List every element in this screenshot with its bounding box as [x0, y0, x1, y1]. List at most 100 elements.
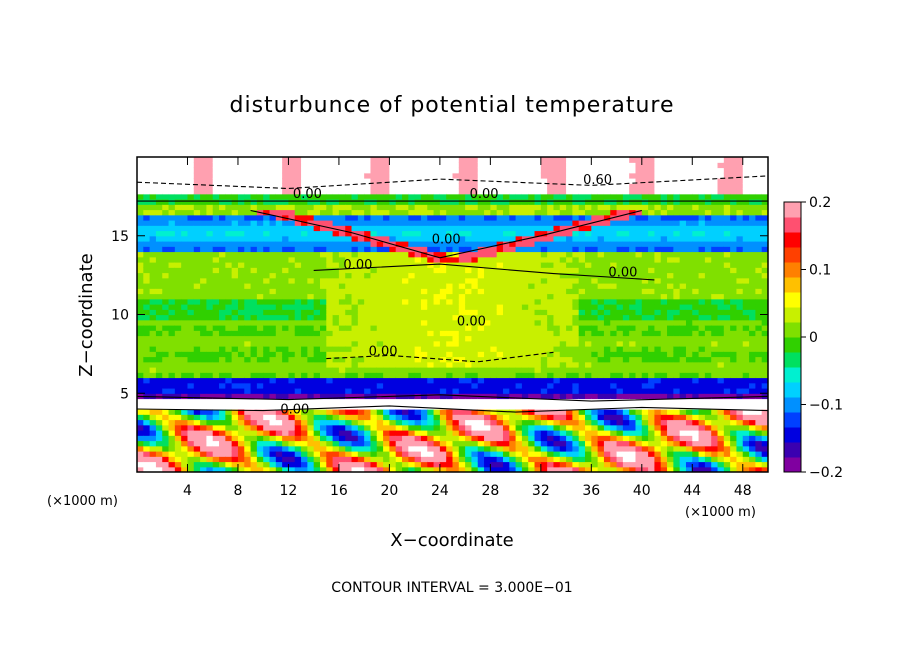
- field-cell: [288, 367, 296, 373]
- field-cell: [370, 388, 378, 394]
- field-cell: [654, 188, 662, 195]
- field-cell: [648, 419, 656, 426]
- field-cell: [351, 256, 359, 263]
- field-cell: [357, 466, 365, 472]
- field-cell: [648, 361, 656, 368]
- field-cell: [231, 414, 239, 421]
- field-cell: [654, 325, 662, 331]
- field-cell: [288, 340, 296, 347]
- field-cell: [168, 183, 176, 190]
- field-cell: [357, 183, 365, 190]
- field-cell: [591, 388, 599, 394]
- field-cell: [471, 220, 479, 226]
- field-cell: [301, 157, 308, 163]
- field-cell: [566, 230, 573, 237]
- field-cell: [357, 283, 365, 289]
- field-cell: [521, 220, 529, 226]
- field-cell: [433, 209, 441, 216]
- field-cell: [307, 214, 315, 221]
- field-cell: [622, 277, 630, 284]
- field-cell: [155, 319, 163, 326]
- field-cell: [622, 461, 630, 468]
- field-cell: [231, 440, 239, 447]
- field-cell: [275, 246, 283, 253]
- field-cell: [383, 193, 390, 200]
- field-cell: [149, 325, 157, 331]
- field-cell: [414, 388, 422, 394]
- field-cell: [307, 277, 315, 284]
- field-cell: [578, 440, 586, 447]
- field-cell: [313, 230, 321, 237]
- field-cell: [465, 235, 473, 242]
- field-cell: [458, 456, 466, 463]
- field-cell: [547, 251, 555, 258]
- field-cell: [301, 162, 308, 169]
- field-cell: [269, 382, 277, 389]
- field-cell: [219, 461, 226, 468]
- field-cell: [250, 293, 258, 300]
- field-cell: [458, 188, 466, 195]
- field-cell: [578, 361, 586, 368]
- field-cell: [572, 435, 580, 442]
- field-cell: [288, 304, 296, 310]
- field-cell: [420, 314, 428, 321]
- field-cell: [402, 367, 409, 373]
- field-cell: [509, 440, 517, 447]
- field-cell: [313, 220, 321, 226]
- field-cell: [408, 388, 416, 394]
- field-cell: [193, 403, 201, 410]
- field-cell: [591, 419, 599, 426]
- field-cell: [458, 178, 466, 184]
- field-cell: [225, 445, 233, 452]
- field-cell: [408, 356, 416, 363]
- field-cell: [439, 157, 447, 163]
- field-cell: [263, 157, 271, 163]
- field-cell: [338, 167, 346, 174]
- field-cell: [244, 409, 252, 415]
- field-cell: [408, 430, 416, 436]
- field-cell: [414, 293, 422, 300]
- field-cell: [137, 267, 144, 274]
- field-cell: [509, 183, 517, 190]
- field-cell: [294, 445, 302, 452]
- field-cell: [307, 356, 315, 363]
- field-cell: [338, 377, 346, 384]
- field-cell: [585, 167, 592, 174]
- field-cell: [212, 398, 220, 405]
- field-cell: [338, 314, 346, 321]
- field-cell: [534, 283, 542, 289]
- field-cell: [521, 298, 529, 305]
- field-cell: [149, 393, 157, 400]
- field-cell: [547, 272, 555, 279]
- field-cell: [603, 209, 611, 216]
- field-cell: [376, 246, 384, 253]
- field-cell: [225, 335, 233, 342]
- field-cell: [231, 409, 239, 415]
- field-cell: [585, 277, 592, 284]
- field-cell: [200, 335, 208, 342]
- field-cell: [269, 230, 277, 237]
- field-cell: [395, 225, 403, 232]
- field-cell: [162, 330, 170, 337]
- field-cell: [225, 340, 233, 347]
- field-cell: [231, 377, 239, 384]
- field-cell: [496, 214, 504, 221]
- field-cell: [414, 188, 422, 195]
- field-cell: [547, 351, 555, 358]
- field-cell: [534, 214, 542, 221]
- field-cell: [490, 251, 498, 258]
- field-cell: [137, 288, 144, 295]
- field-cell: [200, 157, 208, 163]
- field-cell: [326, 414, 334, 421]
- field-cell: [578, 424, 586, 431]
- field-cell: [572, 445, 580, 452]
- field-cell: [452, 241, 460, 247]
- field-cell: [370, 178, 378, 184]
- field-cell: [578, 235, 586, 242]
- field-cell: [212, 451, 220, 457]
- field-cell: [168, 188, 176, 195]
- field-cell: [496, 193, 504, 200]
- field-cell: [313, 272, 321, 279]
- field-cell: [597, 377, 605, 384]
- field-cell: [168, 309, 176, 316]
